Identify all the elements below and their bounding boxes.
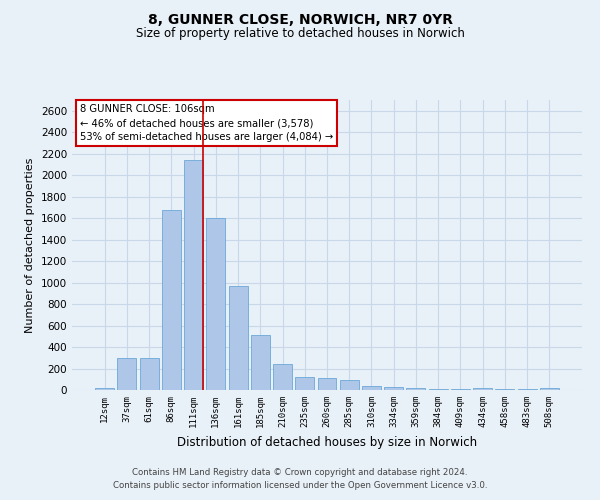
Bar	[473, 388, 492, 390]
Bar	[251, 335, 270, 390]
Bar	[317, 378, 337, 390]
Bar	[229, 286, 248, 390]
Text: Contains HM Land Registry data © Crown copyright and database right 2024.: Contains HM Land Registry data © Crown c…	[132, 468, 468, 477]
Text: Distribution of detached houses by size in Norwich: Distribution of detached houses by size …	[177, 436, 477, 449]
Bar	[273, 364, 292, 390]
Text: Contains public sector information licensed under the Open Government Licence v3: Contains public sector information licen…	[113, 480, 487, 490]
Bar	[429, 389, 448, 390]
Text: 8, GUNNER CLOSE, NORWICH, NR7 0YR: 8, GUNNER CLOSE, NORWICH, NR7 0YR	[148, 12, 452, 26]
Text: Size of property relative to detached houses in Norwich: Size of property relative to detached ho…	[136, 28, 464, 40]
Y-axis label: Number of detached properties: Number of detached properties	[25, 158, 35, 332]
Bar	[95, 388, 114, 390]
Bar	[118, 358, 136, 390]
Bar	[140, 358, 158, 390]
Bar	[162, 210, 181, 390]
Bar	[540, 388, 559, 390]
Bar	[384, 388, 403, 390]
Bar	[406, 388, 425, 390]
Bar	[340, 380, 359, 390]
Bar	[362, 386, 381, 390]
Bar	[295, 377, 314, 390]
Text: 8 GUNNER CLOSE: 106sqm
← 46% of detached houses are smaller (3,578)
53% of semi-: 8 GUNNER CLOSE: 106sqm ← 46% of detached…	[80, 104, 333, 142]
Bar	[184, 160, 203, 390]
Bar	[206, 218, 225, 390]
